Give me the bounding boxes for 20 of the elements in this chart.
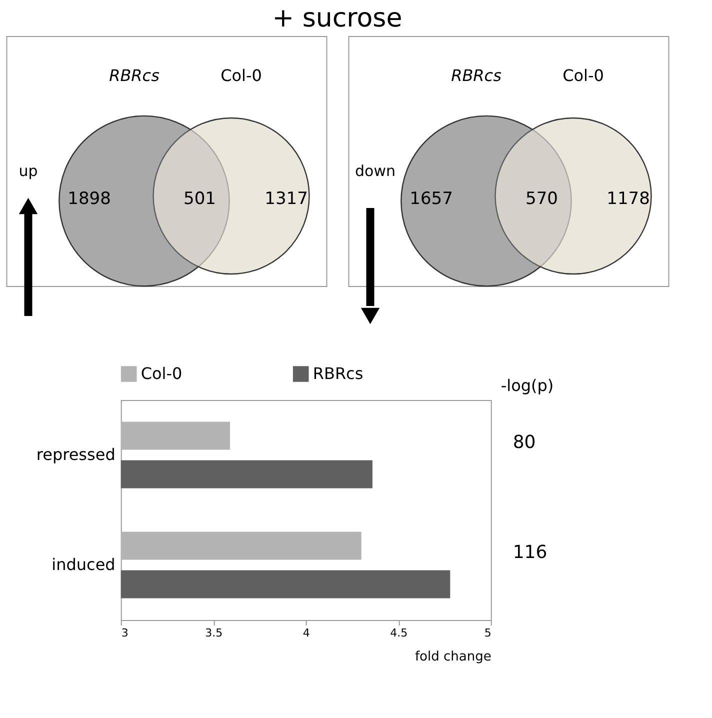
category-label: RBRcs bbox=[451, 66, 502, 85]
text: 116 bbox=[512, 542, 548, 563]
x-tick-label: 3.5 bbox=[205, 626, 223, 640]
category-label: Col-0 bbox=[220, 66, 262, 85]
text: up bbox=[18, 162, 38, 180]
legend-label: RBRcs bbox=[312, 364, 364, 383]
legend-label: Col-0 bbox=[140, 364, 182, 383]
text: down bbox=[355, 162, 396, 180]
x-tick-label: 4 bbox=[302, 626, 310, 640]
x-tick-label: 4.5 bbox=[390, 626, 408, 640]
category-label: Col-0 bbox=[562, 66, 604, 85]
y-tick-label: induced bbox=[52, 555, 116, 574]
x-tick-label: 5 bbox=[484, 626, 492, 640]
x-axis-title: fold change bbox=[414, 650, 492, 664]
category-label: RBRcs bbox=[109, 66, 160, 85]
y2-axis-title: -log(p) bbox=[500, 376, 554, 395]
text: 80 bbox=[512, 432, 536, 453]
x-tick-label: 3 bbox=[121, 626, 128, 640]
y-tick-label: repressed bbox=[36, 445, 116, 464]
text: + sucrose bbox=[272, 4, 402, 34]
